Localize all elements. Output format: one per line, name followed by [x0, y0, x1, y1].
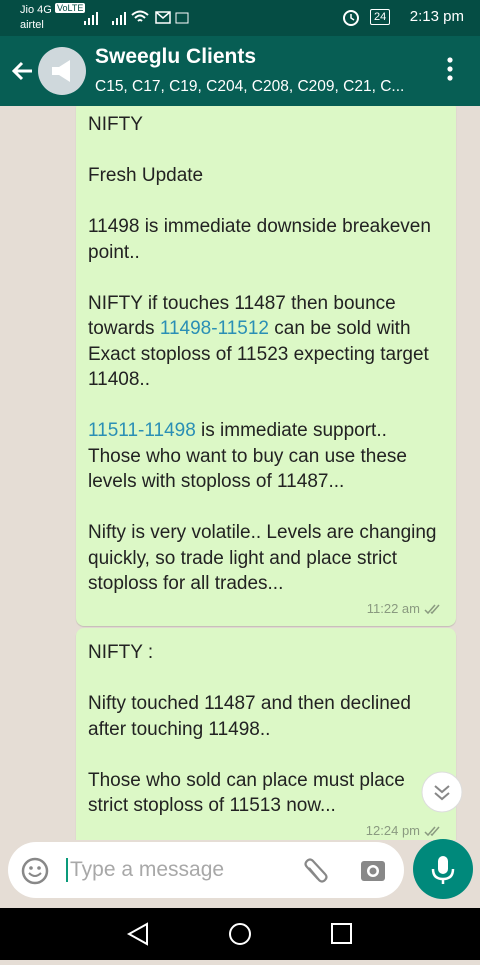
message-text: Nifty touched 11487 and then declined af…	[88, 693, 411, 740]
delivered-ticks	[424, 826, 440, 836]
carrier: airtel	[20, 19, 44, 31]
camera-button[interactable]	[358, 856, 388, 886]
message-time: 11:22 am	[88, 600, 444, 618]
message-text: NIFTY if touches 11487 then bounce towar…	[88, 292, 396, 340]
message-paragraph: Fresh Update	[88, 163, 444, 189]
message-paragraph: NIFTY if touches 11487 then bounce towar…	[88, 291, 444, 393]
message-bubble: NIFTY : Nifty touched 11487 and then decl…	[76, 628, 456, 840]
menu-button[interactable]	[440, 56, 460, 86]
message-text: NIFTY	[88, 114, 143, 135]
message-paragraph: 11511-11498 is immediate support.. Those…	[88, 418, 444, 495]
message-text: can be sold with Exact stoploss of 11523…	[88, 318, 429, 390]
attach-button[interactable]	[300, 856, 330, 886]
timestamp: 12:24 pm	[365, 822, 420, 838]
nav-home[interactable]	[229, 923, 251, 945]
message-text: is immediate support.. Those who want to…	[88, 420, 407, 492]
nav-recents[interactable]	[331, 923, 352, 944]
status-icons	[84, 10, 189, 25]
message-paragraph: NIFTY :	[88, 640, 444, 666]
message-text: Fresh Update	[88, 165, 204, 186]
scroll-down-button[interactable]	[420, 770, 464, 814]
message-paragraph: Nifty is very volatile.. Levels are chan…	[88, 520, 444, 597]
phone-link[interactable]: 11498-11512	[159, 318, 269, 339]
message-placeholder[interactable]: Type a message	[66, 858, 224, 882]
message-text: Nifty is very volatile.. Levels are chan…	[88, 522, 437, 594]
status-bar: Jio 4G VoLTE airtel 24 2:13 pm	[0, 0, 480, 36]
message-composer[interactable]: Type a message	[8, 842, 404, 898]
group-avatar[interactable]	[37, 46, 87, 96]
message-text: NIFTY :	[88, 642, 154, 663]
carrier: Jio 4G	[20, 4, 52, 16]
message-paragraph: Nifty touched 11487 and then declined af…	[88, 691, 444, 742]
clock: 2:13 pm	[409, 8, 464, 25]
nav-buttons	[126, 922, 352, 946]
message-paragraph: Those who sold can place must place stri…	[88, 768, 444, 819]
voice-button[interactable]	[413, 839, 473, 899]
emoji-button[interactable]	[20, 856, 50, 886]
delivered-ticks	[424, 604, 440, 614]
battery: 24	[370, 9, 391, 25]
message-text: 11498 is immediate downside breakeven po…	[88, 216, 431, 263]
message-time: 12:24 pm	[88, 822, 444, 840]
message-bubble: NIFTY Fresh Update 11498 is immediate down…	[76, 106, 456, 626]
chat-members[interactable]: C15, C17, C19, C204, C208, C209, C21, C.…	[95, 78, 405, 95]
back-button[interactable]	[8, 56, 38, 86]
chat-header: Sweeglu Clients C15, C17, C19, C204, C20…	[0, 36, 480, 106]
chat-area: NIFTY Fresh Update 11498 is immediate down…	[0, 106, 480, 840]
volte-badge: VoLTE	[55, 3, 86, 13]
message-paragraph: 11498 is immediate downside breakeven po…	[88, 214, 444, 265]
chat-title[interactable]: Sweeglu Clients	[95, 45, 257, 68]
nav-back[interactable]	[126, 922, 148, 946]
mic-icon	[431, 856, 455, 884]
phone-link[interactable]: 11511-11498	[88, 420, 196, 441]
alarm-icon	[343, 10, 359, 26]
nav-bar	[0, 908, 480, 960]
message-paragraph: NIFTY	[88, 112, 444, 138]
message-text: Those who sold can place must place stri…	[88, 769, 405, 817]
timestamp: 11:22 am	[366, 600, 420, 616]
